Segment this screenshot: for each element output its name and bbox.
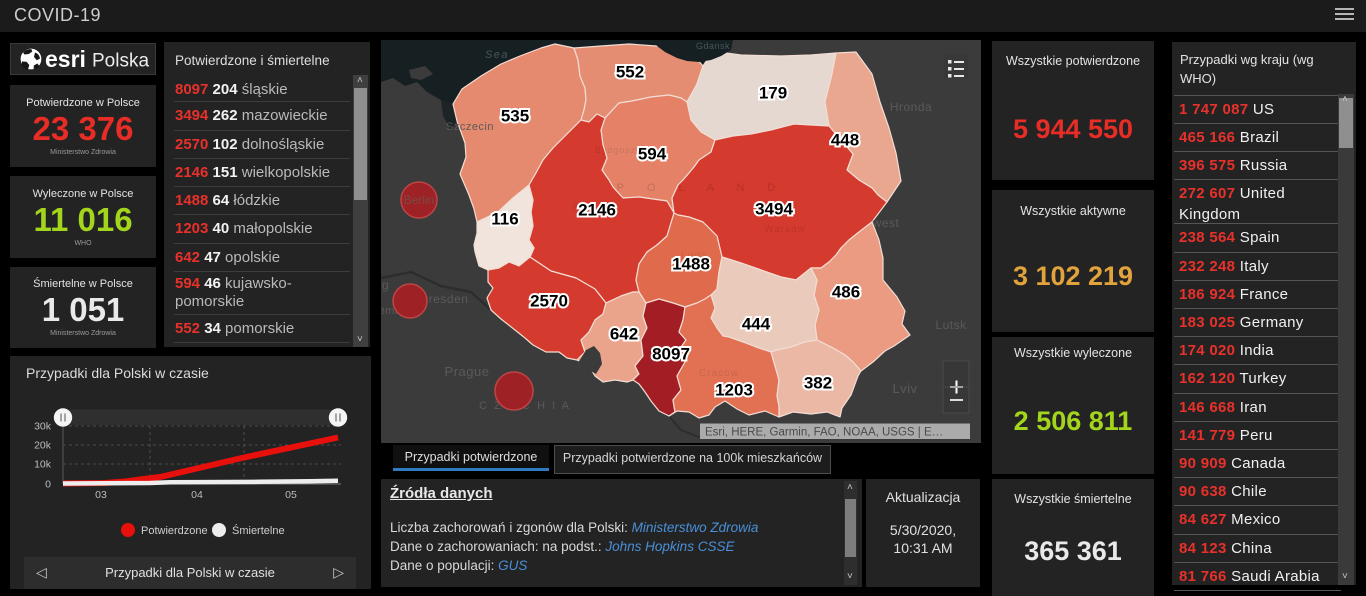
svg-text:30k: 30k	[34, 421, 52, 433]
svg-text:Lviv: Lviv	[892, 381, 917, 396]
svg-text:Hronda: Hronda	[890, 100, 932, 114]
svg-text:444: 444	[742, 314, 771, 333]
svg-text:8097: 8097	[652, 344, 690, 363]
svg-text:594: 594	[638, 144, 667, 163]
svg-text:1203: 1203	[715, 380, 753, 399]
svg-text:Gdansk: Gdansk	[696, 41, 730, 51]
svg-text:ig: ig	[381, 278, 389, 292]
svg-text:P O L A N D: P O L A N D	[617, 182, 786, 194]
svg-text:Potwierdzone: Potwierdzone	[141, 525, 208, 537]
svg-text:05: 05	[285, 489, 297, 501]
svg-text:486: 486	[832, 282, 860, 301]
svg-text:west: west	[872, 216, 900, 230]
svg-text:Sea: Sea	[485, 49, 509, 61]
svg-text:04: 04	[191, 489, 203, 501]
svg-text:Dresden: Dresden	[420, 292, 469, 306]
svg-text:10k: 10k	[34, 459, 52, 471]
svg-text:20k: 20k	[34, 440, 52, 452]
svg-text:552: 552	[616, 62, 644, 81]
svg-text:3494: 3494	[755, 199, 793, 218]
svg-text:Poznan: Poznan	[573, 202, 613, 213]
svg-text:2146: 2146	[578, 200, 616, 219]
svg-text:1488: 1488	[672, 254, 710, 273]
svg-text:448: 448	[831, 130, 859, 149]
svg-text:Polska: Polska	[92, 51, 149, 72]
svg-text:Prague: Prague	[445, 364, 490, 379]
svg-text:Cracow: Cracow	[699, 368, 739, 379]
svg-text:Bydgoszcz: Bydgoszcz	[595, 145, 648, 155]
svg-text:179: 179	[759, 83, 787, 102]
svg-text:0: 0	[45, 479, 51, 491]
svg-text:535: 535	[501, 106, 529, 125]
svg-text:2570: 2570	[530, 291, 568, 310]
svg-text:esri: esri	[45, 46, 86, 72]
svg-text:Śmiertelne: Śmiertelne	[232, 524, 285, 537]
svg-text:382: 382	[804, 373, 832, 392]
svg-text:Lutsk: Lutsk	[935, 318, 967, 332]
svg-text:642: 642	[610, 324, 638, 343]
svg-text:Szczecin: Szczecin	[446, 121, 494, 133]
svg-text:Warsaw: Warsaw	[764, 224, 806, 235]
svg-text:Esri, HERE, Garmin, FAO, NOAA,: Esri, HERE, Garmin, FAO, NOAA, USGS | E…	[705, 427, 943, 439]
svg-text:116: 116	[491, 209, 518, 228]
svg-text:Berlin: Berlin	[404, 193, 435, 207]
svg-text:03: 03	[95, 489, 107, 501]
svg-text:Lodz: Lodz	[681, 251, 707, 262]
